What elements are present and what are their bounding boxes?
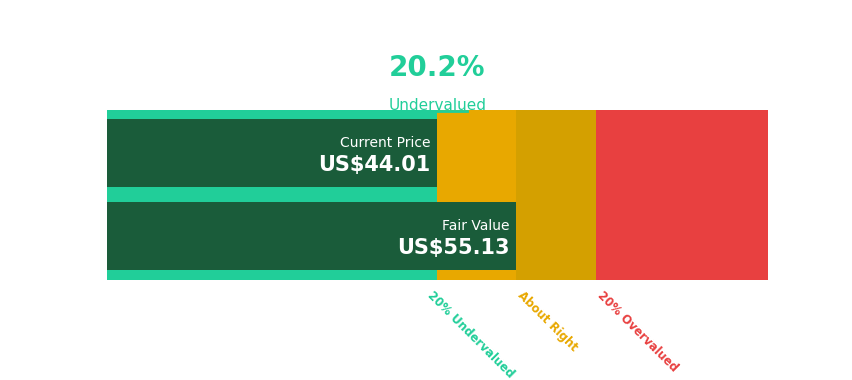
Text: US$44.01: US$44.01 bbox=[318, 155, 430, 175]
Bar bbox=[437, 110, 516, 280]
Text: Current Price: Current Price bbox=[340, 136, 430, 150]
Bar bbox=[106, 203, 516, 270]
Text: Undervalued: Undervalued bbox=[388, 98, 486, 113]
Text: 20% Overvalued: 20% Overvalued bbox=[595, 288, 680, 374]
Text: 20% Undervalued: 20% Undervalued bbox=[424, 288, 515, 380]
Text: Fair Value: Fair Value bbox=[442, 219, 509, 233]
Bar bbox=[106, 119, 437, 187]
Text: About Right: About Right bbox=[515, 288, 579, 353]
Text: 20.2%: 20.2% bbox=[389, 54, 485, 82]
Bar bbox=[595, 110, 767, 280]
Text: US$55.13: US$55.13 bbox=[397, 238, 509, 258]
Bar bbox=[106, 110, 437, 280]
Bar bbox=[516, 110, 595, 280]
